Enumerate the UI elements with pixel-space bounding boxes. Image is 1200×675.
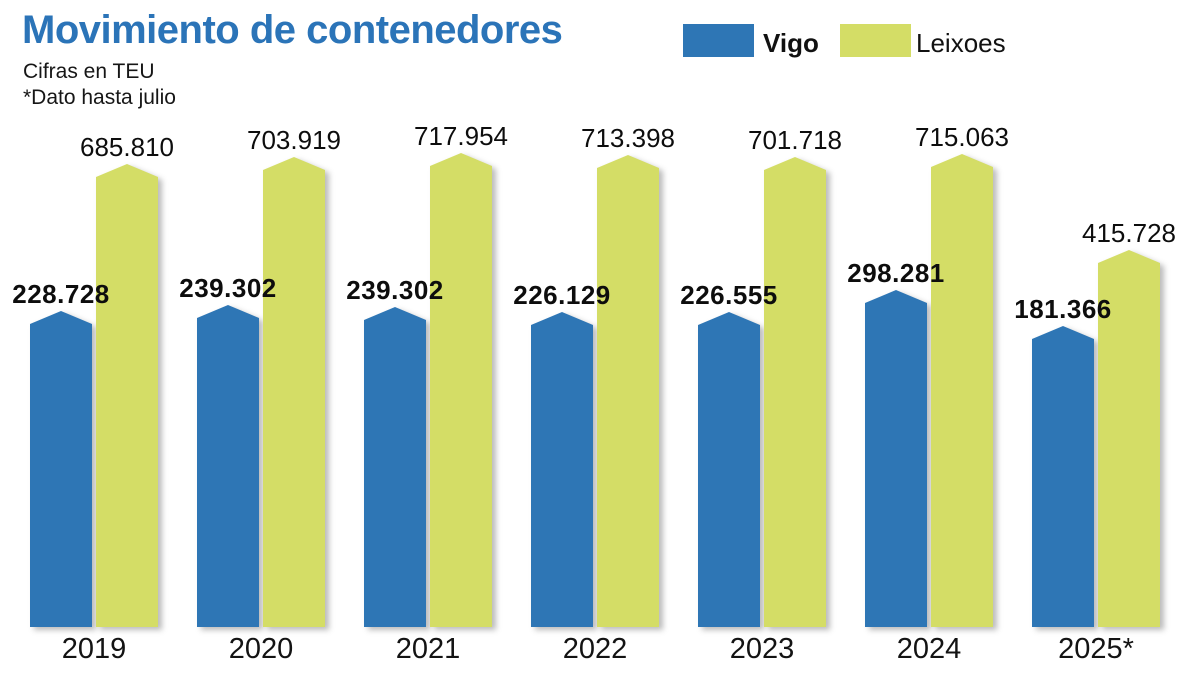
bar-leixoes-2024: [931, 154, 993, 627]
legend-swatch-leixoes: [840, 24, 911, 57]
bar-shape-leixoes: [931, 154, 993, 627]
bar-shape-vigo: [865, 290, 927, 627]
legend-swatch-vigo: [683, 24, 754, 57]
value-label-vigo-2021: 239.302: [346, 275, 444, 305]
value-label-vigo-2025*: 181.366: [1014, 294, 1112, 324]
page-title: Movimiento de contenedores: [22, 8, 563, 52]
bar-shape-leixoes: [597, 155, 659, 627]
bar-shape-leixoes: [263, 157, 325, 627]
legend-label-leixoes: Leixoes: [916, 28, 1006, 58]
year-label-2025*: 2025*: [1058, 633, 1134, 665]
bar-vigo-2022: [531, 312, 593, 627]
bar-shape-leixoes: [430, 153, 492, 627]
bar-leixoes-2020: [263, 157, 325, 627]
bar-shape-leixoes: [764, 157, 826, 627]
bar-shape-vigo: [30, 311, 92, 627]
footnote-date: *Dato hasta julio: [23, 86, 176, 109]
year-label-2023: 2023: [729, 633, 795, 665]
bar-shape-vigo: [364, 307, 426, 627]
unit-note: Cifras en TEU: [23, 60, 155, 83]
bar-shape-vigo: [1032, 326, 1094, 627]
bar-vigo-2023: [698, 312, 760, 627]
bar-vigo-2020: [197, 305, 259, 627]
bar-vigo-2019: [30, 311, 92, 627]
bar-vigo-2024: [865, 290, 927, 627]
bar-leixoes-2019: [96, 164, 158, 627]
bar-shape-leixoes: [96, 164, 158, 627]
year-label-2020: 2020: [228, 633, 294, 665]
value-label-leixoes-2025*: 415.728: [1082, 218, 1176, 248]
value-label-leixoes-2020: 703.919: [247, 125, 341, 155]
year-label-2022: 2022: [562, 633, 628, 665]
value-label-vigo-2020: 239.302: [179, 273, 277, 303]
value-label-leixoes-2021: 717.954: [414, 121, 508, 151]
value-label-vigo-2019: 228.728: [12, 279, 110, 309]
bar-leixoes-2022: [597, 155, 659, 627]
bar-shape-vigo: [197, 305, 259, 627]
year-label-2021: 2021: [395, 633, 461, 665]
legend-label-vigo: Vigo: [763, 28, 819, 58]
year-label-2019: 2019: [61, 633, 127, 665]
value-label-vigo-2023: 226.555: [680, 280, 778, 310]
value-label-vigo-2024: 298.281: [847, 258, 945, 288]
year-label-2024: 2024: [896, 633, 962, 665]
bar-vigo-2021: [364, 307, 426, 627]
bar-leixoes-2021: [430, 153, 492, 627]
value-label-leixoes-2019: 685.810: [80, 132, 174, 162]
value-label-leixoes-2022: 713.398: [581, 123, 675, 153]
bar-shape-vigo: [531, 312, 593, 627]
bar-leixoes-2025*: [1098, 250, 1160, 627]
bar-shape-vigo: [698, 312, 760, 627]
value-label-leixoes-2023: 701.718: [748, 125, 842, 155]
value-label-vigo-2022: 226.129: [513, 280, 611, 310]
value-label-leixoes-2024: 715.063: [915, 122, 1009, 152]
bar-vigo-2025*: [1032, 326, 1094, 627]
bar-shape-leixoes: [1098, 250, 1160, 627]
bar-leixoes-2023: [764, 157, 826, 627]
